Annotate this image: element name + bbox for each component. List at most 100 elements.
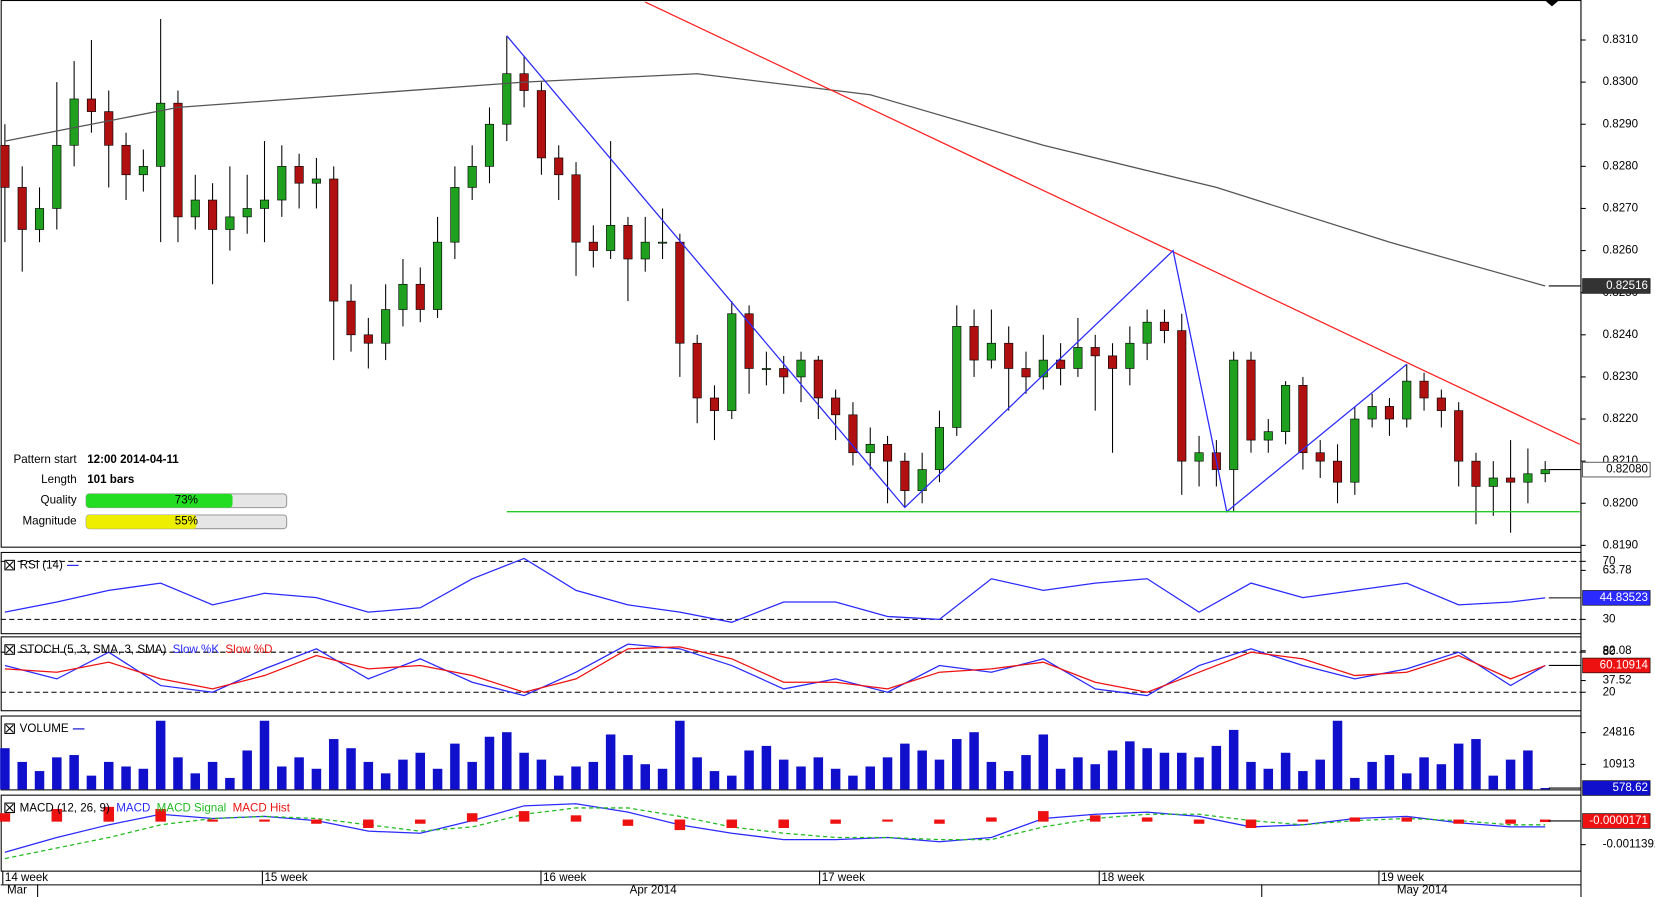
panel-title-text: VOLUME (20, 722, 69, 735)
macd-hist-bar (1349, 817, 1361, 822)
legend-entry: MACD Hist (233, 801, 291, 814)
volume-bar (1142, 748, 1152, 790)
macd-hist-bar (207, 819, 218, 822)
volume-bar (52, 757, 62, 790)
volume-bar (778, 759, 789, 790)
volume-bar (1436, 764, 1447, 790)
volume-bar (571, 766, 581, 790)
candle-body (1281, 385, 1291, 432)
candle-body (848, 414, 858, 454)
candle-body (883, 443, 893, 462)
series-line (4, 807, 1546, 860)
candle-body (813, 359, 823, 399)
volume-bar (692, 757, 702, 790)
meter-fill (86, 493, 233, 508)
volume-bar (138, 768, 149, 790)
volume-bar (155, 720, 166, 790)
panel-toggle-x (5, 724, 14, 733)
candle-body (138, 166, 148, 176)
macd-hist-bar (1141, 817, 1153, 822)
series-line (4, 73, 1546, 287)
candle-body (1004, 342, 1014, 369)
candle-body (346, 300, 356, 336)
macd-hist-bar (622, 819, 634, 826)
candle-body (502, 73, 512, 125)
macd-hist-bar (726, 819, 738, 828)
volume-bar (1540, 788, 1550, 790)
panel-title-dash: — (67, 559, 79, 572)
candle-body (69, 98, 79, 146)
candle-body (1506, 477, 1516, 483)
y-tick-label: 0.8280 (1603, 159, 1638, 172)
month-label: Apr 2014 (630, 884, 678, 897)
volume-bar (900, 743, 910, 790)
y-tick-label: 0.8310 (1603, 33, 1638, 46)
scroll-marker[interactable] (1544, 0, 1560, 7)
macd-hist-bar (778, 819, 789, 828)
panel-title-text: STOCH (5, 3, SMA, 3, SMA) (20, 643, 167, 656)
candle-body (34, 208, 45, 230)
volume-bar (952, 739, 962, 790)
candle-body (1125, 342, 1135, 369)
volume-bar (675, 720, 685, 790)
panel-title-dash: — (73, 722, 85, 735)
candle-body (1367, 406, 1377, 420)
candle-body (675, 241, 685, 344)
candle-body (484, 123, 495, 167)
volume-bar (865, 766, 875, 790)
volume-bar (363, 761, 374, 790)
panel-toggle-x (5, 803, 14, 812)
candle-body (1038, 359, 1048, 378)
volume-bar (1038, 734, 1049, 790)
candle-body (52, 144, 62, 209)
month-label: May 2014 (1397, 884, 1448, 897)
candle-body (1107, 355, 1118, 369)
volume-bar (484, 736, 495, 790)
candle-body (1332, 460, 1343, 483)
candle-body (294, 166, 304, 184)
volume-bar (450, 743, 460, 790)
volume-bar (917, 750, 927, 790)
macd-hist-bar (830, 819, 841, 824)
macd-hist-bar (674, 819, 686, 831)
candle-body (536, 90, 546, 159)
candle-body (1488, 477, 1498, 487)
y-tick-label: 0.8290 (1603, 117, 1638, 130)
candle-body (1263, 431, 1273, 441)
candle-body (900, 460, 910, 491)
volume-bar (294, 757, 304, 790)
candle-body (450, 187, 460, 243)
volume-bar (1073, 757, 1083, 790)
candle-body (433, 241, 443, 310)
volume-bar (1107, 750, 1118, 790)
volume-bar (328, 739, 339, 790)
volume-bar (225, 777, 235, 790)
candle-body (1229, 359, 1239, 470)
volume-bar (1159, 752, 1170, 790)
volume-bar (1246, 761, 1256, 790)
volume-bar (277, 766, 287, 790)
y-tick-label: 0.8200 (1603, 496, 1638, 509)
volume-bar (1402, 773, 1412, 790)
candle-body (1021, 368, 1031, 378)
y-tick-label: 0.8190 (1603, 538, 1638, 551)
panel-title-text: MACD (12, 26, 9) (20, 801, 110, 814)
volume-bar (709, 771, 720, 790)
volume-bar (207, 761, 218, 790)
macd-hist-bar (934, 819, 945, 824)
volume-bar (346, 748, 356, 790)
marker-box (1582, 590, 1651, 606)
macd-hist-bar (0, 813, 11, 822)
series-line (644, 1, 1581, 445)
volume-bar (830, 768, 841, 790)
candle-body (779, 368, 789, 378)
volume-bar (848, 775, 858, 790)
candle-body (363, 334, 373, 344)
y-tick-label: 63.78 (1603, 563, 1632, 576)
marker-box (1582, 657, 1651, 674)
candle-body (1540, 469, 1550, 475)
volume-bar (1021, 755, 1031, 790)
panel-title: VOLUME — (20, 722, 85, 735)
volume-bar (1419, 757, 1429, 790)
